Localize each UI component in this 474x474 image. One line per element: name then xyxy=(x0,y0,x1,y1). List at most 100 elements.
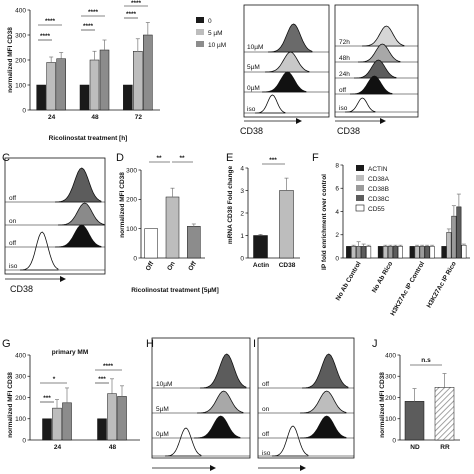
y-tick-label: 100 xyxy=(15,416,26,423)
sig-72b: **** xyxy=(131,0,142,7)
bar xyxy=(397,246,403,259)
panel-g-ylabel: normalized MFI CD38 xyxy=(7,372,14,438)
c-label-off2: off xyxy=(9,240,16,247)
panel-b1-frame xyxy=(243,4,330,118)
y-tick-label: 6 xyxy=(335,186,339,193)
panel-f-legend: ACTIN CD38A CD38B CD38C CD55 xyxy=(355,165,390,213)
legend-label-cd55: CD55 xyxy=(368,206,385,213)
y-tick-label: 8 xyxy=(335,162,339,169)
y-tick-label: 4 xyxy=(240,165,244,172)
bar xyxy=(52,407,62,441)
y-tick-label: 200 xyxy=(126,197,137,204)
x-tick-label: 24 xyxy=(54,444,62,451)
panel-h-letter: H xyxy=(146,338,154,350)
legend-label-actin: ACTIN xyxy=(368,166,388,173)
panel-d-xlabel: Ricolinostat treatment [5µM] xyxy=(131,287,219,294)
histogram-0um xyxy=(261,71,307,93)
h-label-5um: 5µM xyxy=(156,406,169,413)
histogram-24h xyxy=(354,59,397,79)
chart-e: 0 1 2 3 4 Actin CD38 xyxy=(240,165,300,269)
chart-a: 0 100 200 300 400 24 48 72 xyxy=(15,7,160,121)
panel-a-xlabel: Ricolinostat treatment [h] xyxy=(49,135,128,142)
b2-label-iso: iso xyxy=(339,105,348,112)
histogram-on xyxy=(57,202,105,226)
bar xyxy=(351,246,357,259)
x-tick-label: Off xyxy=(187,260,198,272)
panel-b2-frame xyxy=(334,4,419,118)
histogram-off xyxy=(350,75,393,95)
x-tick-label: Actin xyxy=(253,262,269,269)
bar xyxy=(165,196,180,259)
b2-axis-label: CD38 xyxy=(337,126,360,136)
histogram-72h xyxy=(361,25,405,47)
x-tick-label: ND xyxy=(410,444,420,451)
panel-c-histograms xyxy=(5,167,105,271)
x-tick-label: CD38 xyxy=(279,262,296,269)
histogram-48h xyxy=(358,43,401,63)
c-label-iso: iso xyxy=(9,263,18,270)
b2-label-48h: 48h xyxy=(339,55,350,62)
sig-j: n.s xyxy=(421,357,431,364)
panel-a-legend: 0 5 µM 10 µM xyxy=(196,17,226,49)
bar xyxy=(56,58,66,111)
bar xyxy=(387,246,393,259)
panel-i-frame xyxy=(257,337,355,459)
panel-b1-flow: 10µM 5µM 0µM iso CD38 xyxy=(240,4,330,136)
legend-swatch-5um xyxy=(196,29,204,35)
x-tick-label: 72 xyxy=(135,114,143,121)
histogram-iso xyxy=(255,94,286,114)
histogram-0um xyxy=(193,415,241,439)
y-tick-label: 4 xyxy=(335,209,339,216)
sig-e: *** xyxy=(269,157,277,164)
x-tick-label: On xyxy=(166,260,177,271)
panel-e-ylabel: mRNA CD38 Fold change xyxy=(227,166,234,245)
y-tick-label: 0 xyxy=(133,255,137,262)
legend-label-5um: 5 µM xyxy=(208,30,223,37)
bar xyxy=(117,396,127,441)
bar xyxy=(377,246,383,259)
bar xyxy=(451,215,457,259)
panel-e: E mRNA CD38 Fold change 0 1 2 3 4 Actin CD38 *… xyxy=(226,152,300,269)
legend-label-10um: 10 µM xyxy=(208,42,226,49)
panel-h-histograms xyxy=(152,353,250,457)
histogram-off2 xyxy=(54,224,102,248)
histogram-off1 xyxy=(301,353,349,389)
panel-b2-histograms xyxy=(335,25,418,113)
y-tick-label: 400 xyxy=(15,7,26,14)
c-axis-label: CD38 xyxy=(10,284,33,294)
h-label-0um: 0µM xyxy=(156,431,169,438)
bar xyxy=(414,246,420,259)
panel-c-frame xyxy=(4,157,106,275)
bar xyxy=(144,228,158,259)
bar xyxy=(187,226,201,259)
chart-g: 0 100 200 300 400 24 48 xyxy=(15,352,140,451)
bar xyxy=(46,62,56,111)
panel-g-letter: G xyxy=(2,338,11,350)
panel-i-histograms xyxy=(258,353,354,457)
b1-arrowhead xyxy=(296,118,302,124)
bar xyxy=(434,387,455,441)
histogram-10um xyxy=(199,353,247,389)
y-tick-label: 300 xyxy=(126,167,137,174)
histogram-off1 xyxy=(54,167,102,203)
panel-f-letter: F xyxy=(312,152,319,164)
b1-label-iso: iso xyxy=(247,106,256,113)
y-tick-label: 100 xyxy=(15,82,26,89)
bar xyxy=(133,51,143,111)
bar xyxy=(392,246,398,259)
i-label-on: on xyxy=(262,406,270,413)
x-tick-label: H3K27Ac IP Control xyxy=(389,260,426,317)
sig-d2: ** xyxy=(179,155,185,162)
panel-d-letter: D xyxy=(116,152,124,164)
legend-swatch-0 xyxy=(196,17,204,23)
bar xyxy=(366,246,372,259)
x-tick-label: No Ab Rico xyxy=(371,260,394,294)
y-tick-label: 1 xyxy=(240,233,244,240)
legend-swatch-cd55 xyxy=(355,204,365,212)
chart-d: 0 100 200 300 Off On Off xyxy=(126,167,205,272)
b2-label-24h: 24h xyxy=(339,71,350,78)
bar xyxy=(279,190,294,259)
sig-24b: **** xyxy=(45,18,56,25)
bar xyxy=(404,401,425,441)
